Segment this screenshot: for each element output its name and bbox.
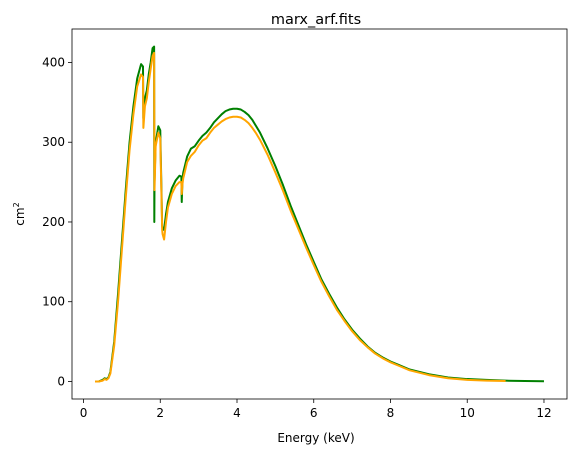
y-tick-label: 400 — [42, 55, 65, 69]
chart-title: marx_arf.fits — [271, 12, 361, 28]
x-tick-label: 0 — [80, 406, 88, 420]
x-axis: 0 2 4 6 8 10 12 — [80, 399, 552, 420]
plot-frame — [71, 28, 568, 400]
x-axis-label: Energy (keV) — [277, 431, 354, 445]
x-tick-label: 2 — [156, 406, 164, 420]
y-axis-label-base: cm — [13, 207, 27, 225]
y-axis: 0 100 200 300 400 — [42, 55, 72, 388]
x-tick-label: 8 — [387, 406, 395, 420]
y-axis-label-superscript: 2 — [12, 202, 21, 207]
x-tick-label: 10 — [460, 406, 475, 420]
x-tick-label: 12 — [536, 406, 551, 420]
x-tick-label: 6 — [310, 406, 318, 420]
y-tick-label: 100 — [42, 295, 65, 309]
x-tick-label: 4 — [233, 406, 241, 420]
y-tick-label: 200 — [42, 215, 65, 229]
y-tick-label: 0 — [57, 374, 65, 388]
series-line-2 — [95, 51, 506, 383]
series-layer — [95, 45, 544, 383]
y-tick-label: 300 — [42, 135, 65, 149]
y-axis-label: cm2 — [12, 202, 27, 225]
